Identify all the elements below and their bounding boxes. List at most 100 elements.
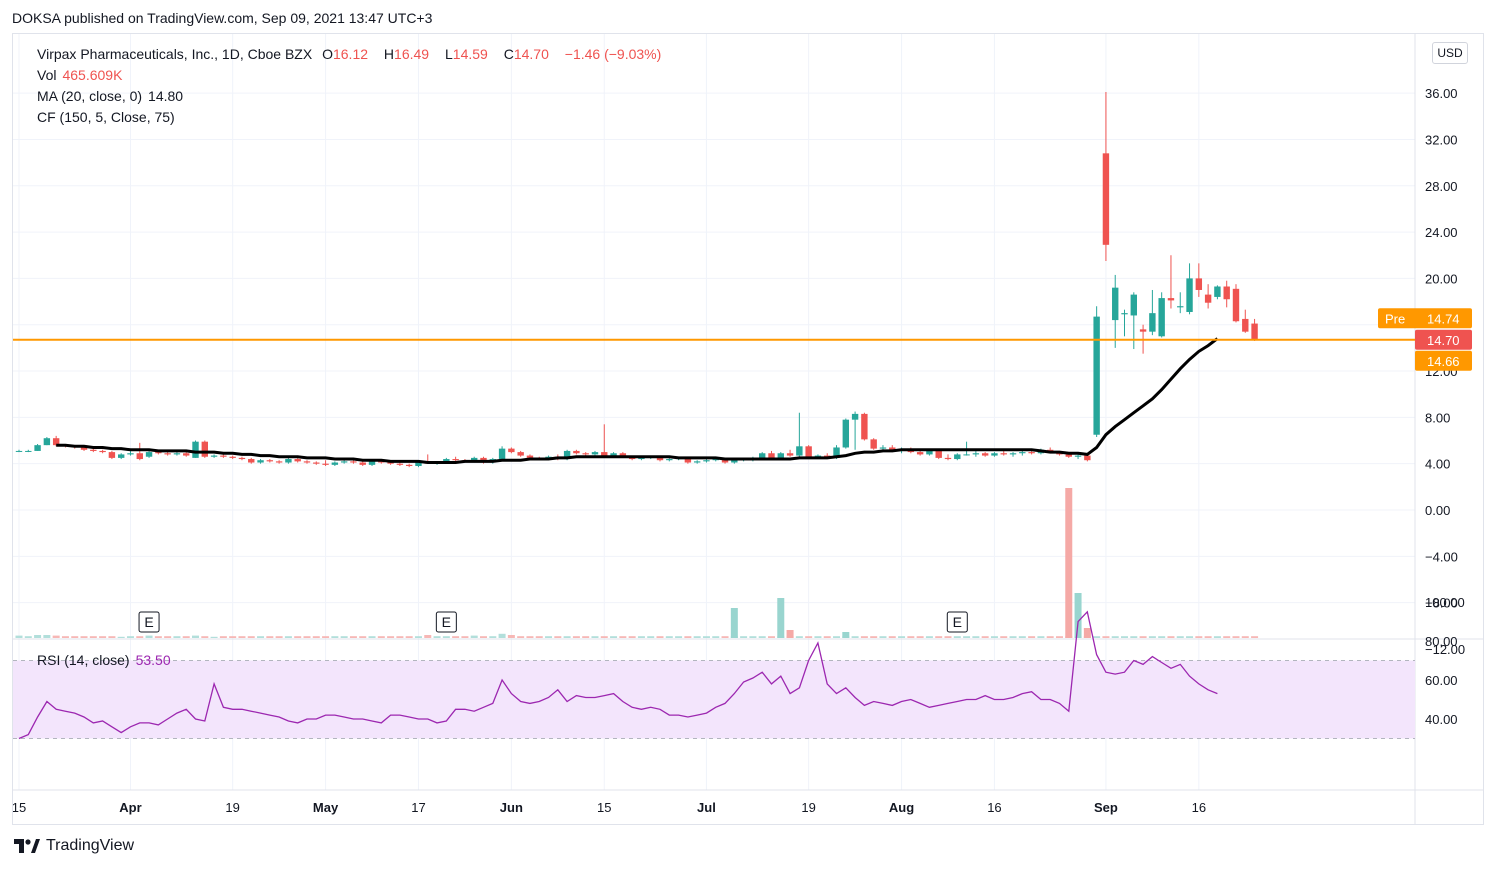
- volume-bar: [507, 635, 515, 638]
- earnings-marker: E: [946, 611, 968, 633]
- volume-bar: [572, 636, 580, 638]
- volume-bar-spike: [842, 632, 850, 638]
- candle-body: [1223, 286, 1230, 300]
- volume-bar: [80, 636, 88, 638]
- volume-bar: [229, 636, 237, 638]
- candle-body: [731, 460, 738, 463]
- price-axis-label: 4.00: [1425, 457, 1450, 472]
- candle-body: [1130, 294, 1137, 316]
- footer-brand: TradingView: [46, 837, 135, 854]
- candle-body: [117, 454, 125, 458]
- pre-price-tag-value: 14.74: [1427, 311, 1460, 326]
- candle-body: [136, 453, 143, 460]
- volume-bar: [860, 636, 868, 638]
- price-axis-label: −8.00: [1425, 596, 1458, 611]
- chart-frame[interactable]: E E E 36.00 32.00 28.00 24.00 20.00 12.00 8.00 4.0…: [12, 33, 1484, 825]
- volume-bar: [99, 636, 107, 638]
- chart-svg[interactable]: E E E36.0032.0028.0024.0020.0012.008.004.0…: [13, 34, 1483, 824]
- volume-bar: [61, 636, 69, 638]
- volume-bar: [517, 636, 525, 638]
- legend-high-label: H: [383, 46, 395, 62]
- volume-bar: [1167, 636, 1175, 638]
- candle-body: [452, 459, 459, 461]
- candle-body: [916, 452, 924, 455]
- volume-bar: [888, 636, 896, 638]
- volume-bar: [740, 636, 748, 638]
- volume-bar: [117, 636, 125, 638]
- candle-body: [656, 456, 664, 461]
- candle-body: [1242, 318, 1249, 332]
- time-axis-label: Jun: [500, 800, 523, 815]
- candle-body: [1232, 288, 1240, 322]
- legend-rsi-row: RSI (14, close) 53.50: [37, 651, 177, 669]
- candle-body: [693, 461, 701, 463]
- time-axis-label: 17: [411, 800, 425, 815]
- volume-bar: [238, 636, 246, 638]
- volume-bar: [600, 636, 608, 638]
- candle-body: [582, 453, 589, 455]
- volume-bar: [312, 636, 320, 638]
- volume-bar: [452, 636, 460, 638]
- volume-bar: [1251, 636, 1259, 638]
- price-axis-label: −12.00: [1425, 642, 1465, 657]
- last-price-tag-bg: [1415, 329, 1472, 350]
- candle-body: [145, 452, 153, 457]
- candle-body: [963, 454, 970, 456]
- legend-ma-value: 14.80: [148, 88, 184, 104]
- volume-bar: [1102, 636, 1110, 638]
- price-axis-label: 0.00: [1425, 503, 1450, 518]
- candle-body: [610, 453, 617, 456]
- volume-bar: [916, 636, 924, 638]
- candle-body: [498, 448, 506, 460]
- candle-body: [340, 461, 348, 463]
- volume-bar: [424, 635, 432, 638]
- legend-vol-label: Vol: [37, 67, 57, 83]
- volume-bar: [1018, 636, 1026, 638]
- volume-bar: [563, 636, 571, 638]
- candle-body: [1167, 298, 1175, 301]
- candle-body: [879, 447, 887, 449]
- volume-bar: [349, 636, 357, 638]
- candle-body: [1158, 298, 1165, 337]
- volume-bar: [693, 636, 701, 638]
- candle-body: [387, 462, 394, 464]
- candle-body: [368, 461, 376, 465]
- legend-low-label: L: [444, 46, 453, 62]
- candle-body: [1084, 455, 1091, 461]
- ma-price-tag: 14.66: [1415, 350, 1472, 371]
- currency-button[interactable]: USD: [1432, 42, 1468, 64]
- volume-bar: [52, 635, 60, 638]
- ma-price-tag-value: 14.66: [1427, 354, 1460, 369]
- rsi-axis-label: 100.00: [1425, 595, 1465, 610]
- candle-body: [1102, 153, 1110, 245]
- volume-bar: [480, 636, 487, 638]
- volume-bar: [1009, 636, 1017, 638]
- volume-bar: [1093, 636, 1101, 638]
- volume-bar: [1130, 636, 1138, 638]
- candle-body: [155, 452, 162, 454]
- volume-bar: [944, 636, 952, 638]
- volume-bar: [628, 636, 636, 638]
- volume-bar: [1055, 636, 1063, 638]
- volume-bar: [1213, 636, 1221, 638]
- pre-price-tag: Pre 14.74: [1378, 308, 1472, 329]
- volume-bar: [972, 636, 980, 638]
- ma-line: [56, 337, 1219, 464]
- volume-bar: [610, 636, 618, 638]
- volume-bar: [145, 635, 153, 638]
- candle-body: [322, 463, 329, 465]
- earnings-marker-box: [946, 611, 968, 633]
- candle-body: [833, 447, 840, 458]
- rsi-line: [18, 610, 1218, 740]
- volume-bar: [257, 636, 265, 638]
- candle-body: [1214, 286, 1221, 297]
- volume-bar: [907, 636, 915, 638]
- candle-body: [721, 459, 729, 463]
- volume-bar: [387, 636, 395, 638]
- volume-bar: [814, 636, 822, 638]
- candle-body: [526, 455, 534, 458]
- candle-body: [164, 453, 171, 455]
- price-axis-label: −4.00: [1425, 549, 1458, 564]
- volume-bar: [684, 636, 692, 638]
- legend-vol-row: Vol 465.609K: [37, 66, 128, 84]
